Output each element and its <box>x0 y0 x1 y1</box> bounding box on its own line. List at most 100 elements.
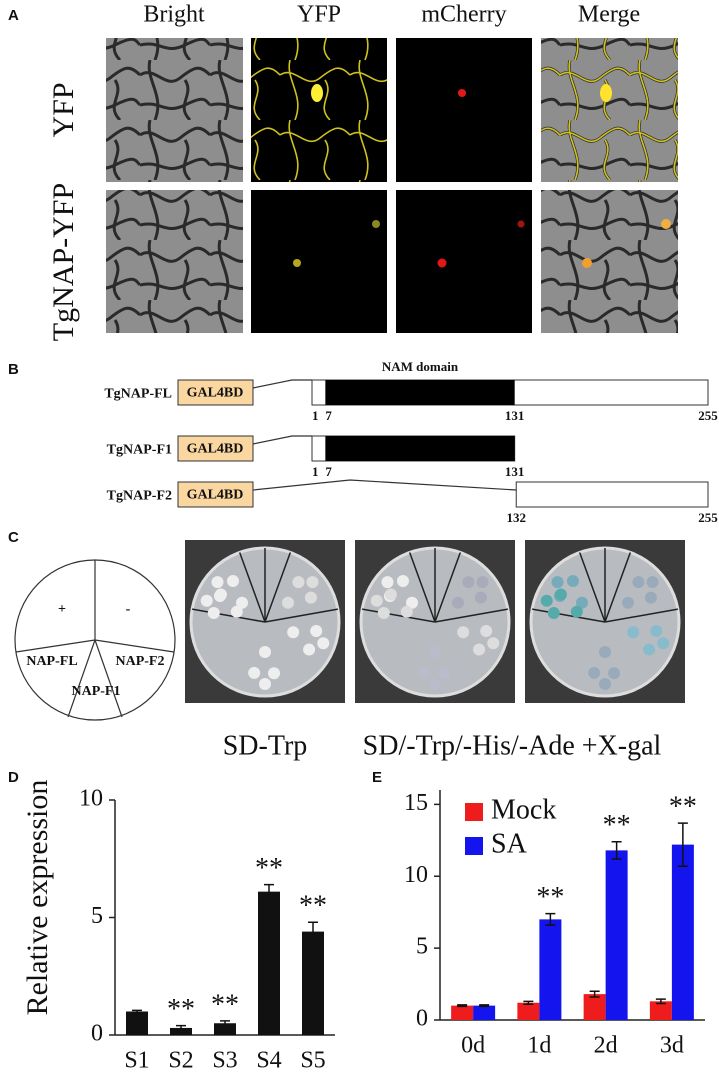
bar <box>605 850 628 1020</box>
bar <box>451 1005 474 1020</box>
colony <box>451 596 464 609</box>
column-header: Merge <box>578 2 640 28</box>
divider <box>604 608 679 623</box>
bd-label: GAL4BD <box>187 442 244 457</box>
nucleus <box>437 258 447 268</box>
colony <box>608 667 621 680</box>
colony <box>370 594 383 607</box>
colony <box>306 576 319 589</box>
colony <box>547 606 560 619</box>
colony <box>551 576 564 589</box>
colony <box>406 596 419 609</box>
sector-label: NAP-F1 <box>72 684 121 699</box>
legend-swatch <box>465 803 483 821</box>
position-label: 1 <box>312 408 319 423</box>
colony <box>588 666 601 679</box>
image-mcherry <box>396 38 532 182</box>
construct-name: TgNAP-F1 <box>107 443 172 458</box>
sector-label: NAP-F2 <box>116 654 165 669</box>
bd-box <box>177 379 254 406</box>
colony <box>570 605 583 618</box>
column-header: Bright <box>143 2 205 28</box>
colony <box>248 666 261 679</box>
colony <box>268 667 281 680</box>
colony <box>650 625 663 638</box>
significance: ** <box>536 882 564 913</box>
bar <box>583 994 606 1020</box>
colony <box>281 596 294 609</box>
colony <box>418 666 431 679</box>
nam-domain <box>325 436 515 461</box>
error-bar <box>655 998 666 1005</box>
x-tick-label: 0d <box>461 1033 485 1059</box>
bar <box>126 1011 148 1035</box>
bd-box <box>177 435 254 462</box>
panel-letter: A <box>8 7 19 24</box>
nam-domain <box>325 380 515 405</box>
colony <box>644 591 657 604</box>
error-bar <box>589 990 600 998</box>
bar <box>649 1001 672 1020</box>
significance: ** <box>211 989 239 1020</box>
image-bright <box>106 190 243 333</box>
colony <box>303 643 316 656</box>
bar <box>473 1005 496 1020</box>
y-tick-label: 5 <box>91 903 103 929</box>
x-tick-label: S1 <box>124 1048 149 1074</box>
colony <box>627 626 640 639</box>
x-tick-label: 1d <box>527 1033 551 1059</box>
significance: ** <box>255 853 283 884</box>
y-axis-label: Relative expression <box>21 780 54 1016</box>
colony <box>200 594 213 607</box>
error-bar <box>457 1004 468 1008</box>
sector-label: + <box>58 602 66 617</box>
image-mcherry <box>396 190 532 333</box>
colony <box>292 576 305 589</box>
row-label: YFP <box>47 82 80 137</box>
connector <box>252 435 312 445</box>
colony <box>400 605 413 618</box>
error-bar <box>220 1020 230 1027</box>
plates <box>185 540 685 703</box>
colony <box>554 588 567 601</box>
colony <box>643 643 656 656</box>
image-bright <box>106 38 243 182</box>
x-tick-label: S2 <box>168 1048 193 1074</box>
x-tick-label: 2d <box>594 1033 618 1059</box>
colony <box>646 576 659 589</box>
panel-letter: B <box>8 361 19 378</box>
image-yfp <box>251 190 387 333</box>
error-bar <box>611 841 622 860</box>
error-bar <box>545 912 556 926</box>
bar <box>517 1002 540 1020</box>
connector <box>252 379 312 389</box>
nucleus <box>311 84 323 102</box>
microscopy-grid: Bright YFP mCherry Merge YFP TgNAP-YFP <box>47 2 678 341</box>
x-tick-label: S5 <box>300 1048 325 1074</box>
bd-label: GAL4BD <box>187 488 244 503</box>
panel-letter: D <box>8 769 19 786</box>
colony <box>214 588 227 601</box>
divider <box>264 608 339 623</box>
nucleus <box>517 220 525 228</box>
colony <box>476 576 489 589</box>
divider <box>361 608 436 623</box>
image-merge <box>541 190 678 333</box>
divider <box>408 552 436 623</box>
sector-key: + - NAP-FL NAP-F2 NAP-F1 <box>14 559 176 721</box>
error-bar <box>264 883 274 900</box>
colony <box>226 575 239 588</box>
significance: ** <box>299 891 327 922</box>
row-label: TgNAP-YFP <box>47 183 80 341</box>
yfp-signal <box>541 38 678 182</box>
nucleus <box>661 219 671 229</box>
legend-label: Mock <box>491 794 556 825</box>
colony <box>599 678 611 690</box>
colony <box>457 626 470 639</box>
y-tick-label: 0 <box>91 1021 103 1047</box>
significance: ** <box>603 810 631 841</box>
error-bar <box>132 1009 142 1014</box>
divider <box>238 552 266 623</box>
sector-label: - <box>126 602 131 617</box>
colony <box>487 637 500 650</box>
